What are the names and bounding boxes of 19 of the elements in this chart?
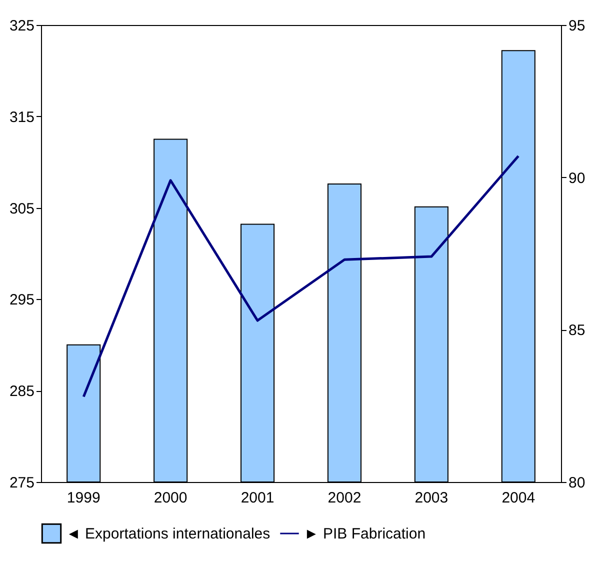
y2-tick-label: 80 xyxy=(568,474,586,492)
x-tick-label: 1999 xyxy=(66,490,100,506)
legend-label: ◄ Exportations internationales xyxy=(66,526,270,542)
y-tick-label: 315 xyxy=(9,108,34,126)
x-tick-label: 2000 xyxy=(154,490,188,506)
y2-tick-label: 90 xyxy=(568,170,586,187)
y-tick-label: 295 xyxy=(9,292,34,309)
x-tick-label: 2003 xyxy=(414,490,448,506)
x-tick-label: 2002 xyxy=(328,490,362,506)
x-tick-label: 2004 xyxy=(502,490,536,506)
y-tick-label: 275 xyxy=(9,474,34,492)
legend-label: ► PIB Fabrication xyxy=(304,526,426,542)
y-tick-label: 285 xyxy=(9,383,34,400)
line-series xyxy=(82,154,520,398)
y2-tick-label: 85 xyxy=(568,322,586,340)
y-tick-label: 325 xyxy=(9,18,34,34)
x-tick-label: 2001 xyxy=(240,490,274,506)
y2-tick-label: 95 xyxy=(568,18,586,34)
y-tick-label: 305 xyxy=(9,200,34,218)
